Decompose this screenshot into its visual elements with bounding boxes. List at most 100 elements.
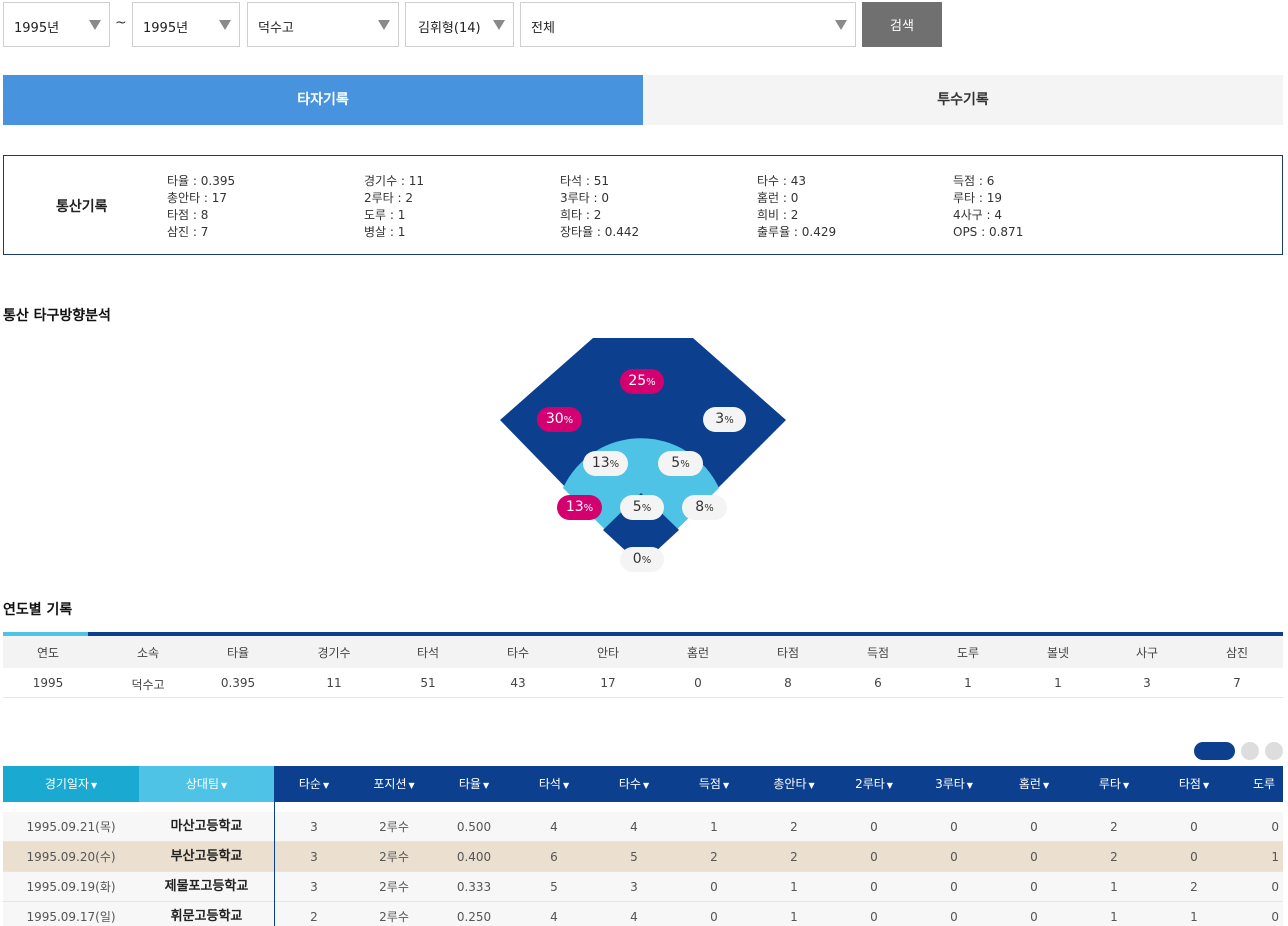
- header-label: 타석: [538, 777, 561, 791]
- zone-value: 5: [671, 455, 681, 471]
- zone-mound: 5%: [620, 495, 664, 520]
- sort-header-0[interactable]: 경기일자 ▼: [3, 766, 139, 802]
- stat-cell: 0: [870, 820, 878, 834]
- career-column: 타율 : 0.395 총안타 : 17 타점 : 8 삼진 : 7: [167, 173, 235, 241]
- sort-caret-icon: ▼: [220, 781, 228, 790]
- sort-header-14[interactable]: 도루: [1234, 766, 1283, 802]
- sort-header-1[interactable]: 상대팀 ▼: [139, 766, 274, 802]
- percent-unit: %: [609, 459, 620, 470]
- game-date-cell: 1995.09.19(화): [26, 880, 116, 894]
- stat-cell: 0: [870, 850, 878, 864]
- stat-cell: 2: [790, 820, 798, 834]
- stat-cell: 2: [1110, 820, 1118, 834]
- opponent-cell: 부산고등학교: [170, 849, 243, 864]
- header-label: 홈런: [1018, 777, 1041, 791]
- career-stat: 경기수 : 11: [364, 174, 425, 188]
- yearly-cell: 8: [784, 676, 792, 690]
- stat-cell: 5: [630, 850, 638, 864]
- yearly-cell: 0.395: [220, 676, 256, 690]
- career-stat: 루타 : 19: [953, 191, 1003, 205]
- career-stat: 타수 : 43: [757, 174, 807, 188]
- team-select[interactable]: 덕수고: [247, 2, 399, 47]
- career-stat: 타율 : 0.395: [167, 174, 236, 188]
- stat-cell: 2루수: [379, 820, 409, 834]
- header-label: 타점: [1178, 777, 1201, 791]
- yearly-header-cell: 사구: [1135, 646, 1159, 660]
- stat-cell: 1: [790, 880, 798, 894]
- yearly-cell: 17: [600, 676, 616, 690]
- sort-header-10[interactable]: 3루타 ▼: [914, 766, 994, 802]
- table-row[interactable]: 1995.09.17(일) 휘문고등학교 2 2루수 0.250 4 4 0 1 0 0 0 1 1 0: [3, 902, 1283, 926]
- category-select[interactable]: 전체: [520, 2, 856, 47]
- chevron-down-icon: [89, 20, 101, 30]
- pager-dot[interactable]: [1265, 742, 1283, 760]
- stat-cell: 0: [870, 910, 878, 924]
- table-row[interactable]: 1995.09.19(화) 제물포고등학교 3 2루수 0.333 5 3 0 1 0 0 0 1 2 0: [3, 872, 1283, 902]
- sort-header-13[interactable]: 타점 ▼: [1154, 766, 1234, 802]
- sort-header-5[interactable]: 타석 ▼: [514, 766, 594, 802]
- chevron-down-icon: [378, 20, 390, 30]
- yearly-cell: 1: [1054, 676, 1062, 690]
- career-stat: 홈런 : 0: [757, 191, 799, 205]
- stat-cell: 3: [630, 880, 638, 894]
- sort-header-3[interactable]: 포지션 ▼: [354, 766, 434, 802]
- table-row: 1995 덕수고 0.395 11 51 43 17 0 8 6 1 1 3 7: [3, 668, 1283, 698]
- career-stat: 2루타 : 2: [364, 191, 414, 205]
- stat-cell: 4: [630, 820, 638, 834]
- pager-dot[interactable]: [1241, 742, 1259, 760]
- tab-batting[interactable]: 타자기록: [3, 75, 643, 125]
- sort-header-6[interactable]: 타수 ▼: [594, 766, 674, 802]
- sort-header-11[interactable]: 홈런 ▼: [994, 766, 1074, 802]
- sort-header-2[interactable]: 타순 ▼: [274, 766, 354, 802]
- player-select[interactable]: 김휘형(14): [405, 2, 514, 47]
- sort-header-9[interactable]: 2루타 ▼: [834, 766, 914, 802]
- yearly-header-cell: 홈런: [686, 646, 710, 660]
- yearly-title: 연도별 기록: [3, 602, 73, 618]
- stat-cell: 0: [1271, 820, 1279, 834]
- percent-unit: %: [724, 415, 734, 426]
- stat-cell: 0: [870, 880, 878, 894]
- percent-unit: %: [583, 503, 594, 514]
- header-label: 타순: [298, 777, 321, 791]
- career-stat: OPS : 0.871: [953, 225, 1024, 239]
- stat-cell: 0: [1271, 880, 1279, 894]
- sort-header-8[interactable]: 총안타 ▼: [754, 766, 834, 802]
- zone-third: 13%: [557, 495, 602, 520]
- zone-value: 0: [632, 551, 642, 567]
- sort-caret-icon: ▼: [562, 781, 570, 790]
- header-label: 총안타: [773, 777, 807, 791]
- yearly-header-cell: 타율: [226, 646, 250, 660]
- sort-header-4[interactable]: 타율 ▼: [434, 766, 514, 802]
- column-divider: [274, 802, 275, 926]
- zone-value: 8: [695, 499, 705, 515]
- pager-dot-active[interactable]: [1194, 742, 1235, 760]
- stat-cell: 0: [1190, 820, 1198, 834]
- stat-cell: 4: [550, 820, 558, 834]
- stat-cell: 6: [550, 850, 558, 864]
- yearly-cell: 6: [874, 676, 882, 690]
- hit-direction-field: 25% 30% 3% 13% 5% 13% 5% 8% 0%: [498, 336, 788, 572]
- stat-cell: 3: [310, 850, 318, 864]
- search-button[interactable]: 검색: [862, 2, 942, 47]
- table-row[interactable]: 1995.09.21(목) 마산고등학교 3 2루수 0.500 4 4 1 2 0 0 0 2 0 0: [3, 812, 1283, 842]
- opponent-cell: 마산고등학교: [170, 819, 243, 834]
- yearly-header-cell: 삼진: [1225, 646, 1249, 660]
- stat-cell: 5: [550, 880, 558, 894]
- career-stat: 희비 : 2: [757, 208, 799, 222]
- sort-caret-icon: ▼: [886, 781, 893, 790]
- zone-value: 25: [628, 373, 647, 389]
- table-row[interactable]: 1995.09.20(수) 부산고등학교 3 2루수 0.400 6 5 2 2 0 0 0 2 0 1: [3, 842, 1283, 872]
- percent-unit: %: [680, 459, 690, 470]
- tab-pitching[interactable]: 투수기록: [643, 75, 1283, 125]
- category-value: 전체: [531, 21, 555, 36]
- zone-value: 13: [565, 499, 584, 515]
- game-date-cell: 1995.09.21(목): [26, 820, 116, 834]
- year-from-select[interactable]: 1995년: [3, 2, 110, 47]
- stat-cell: 1: [1110, 880, 1118, 894]
- yearly-cell: 11: [326, 676, 342, 690]
- stat-cell: 4: [550, 910, 558, 924]
- sort-header-12[interactable]: 루타 ▼: [1074, 766, 1154, 802]
- header-label: 3루타: [935, 777, 965, 791]
- sort-header-7[interactable]: 득점 ▼: [674, 766, 754, 802]
- year-to-select[interactable]: 1995년: [132, 2, 240, 47]
